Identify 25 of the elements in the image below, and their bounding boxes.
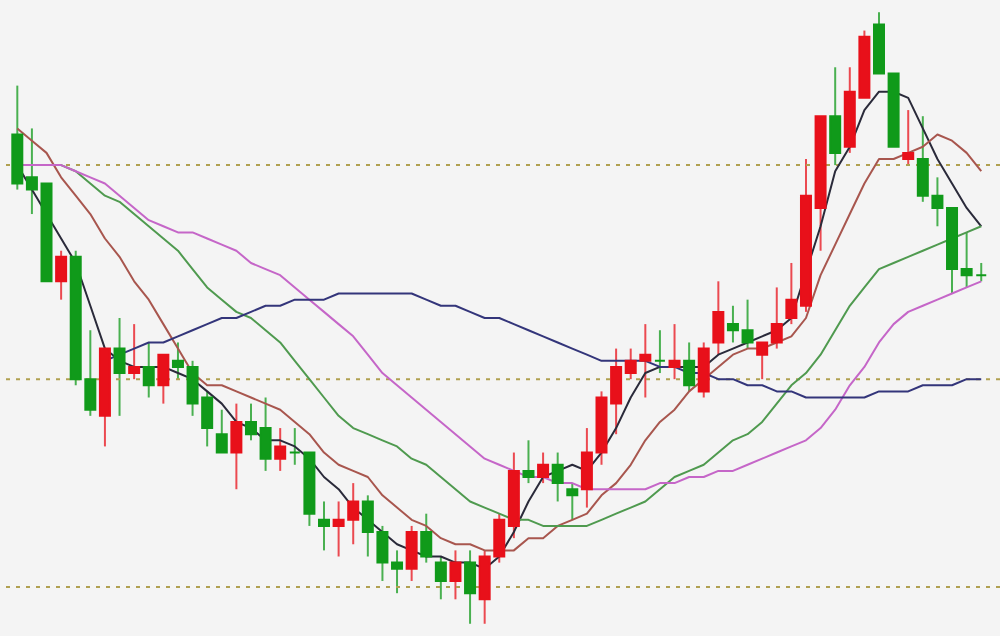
- candlestick: [405, 524, 418, 582]
- candlestick: [829, 66, 842, 167]
- candlestick: [683, 341, 696, 393]
- candlestick: [318, 500, 331, 552]
- candlestick: [274, 427, 287, 472]
- candlestick: [653, 329, 666, 375]
- candlestick: [157, 353, 170, 405]
- candlestick: [142, 341, 155, 399]
- candlestick: [522, 439, 535, 485]
- candlestick: [113, 317, 126, 417]
- candlestick: [464, 549, 477, 625]
- candlestick: [902, 109, 915, 167]
- candlestick: [697, 341, 710, 399]
- candlestick: [55, 249, 68, 301]
- candlestick: [215, 408, 228, 454]
- candlestick: [128, 323, 141, 381]
- candlestick: [712, 280, 725, 356]
- candlestick: [420, 512, 433, 564]
- candlestick: [434, 555, 447, 601]
- candlestick: [551, 451, 564, 503]
- candlestick: [668, 323, 681, 381]
- candlestick: [230, 402, 243, 491]
- candlestick: [566, 482, 579, 521]
- candlestick: [449, 549, 462, 601]
- candlestick: [537, 451, 550, 485]
